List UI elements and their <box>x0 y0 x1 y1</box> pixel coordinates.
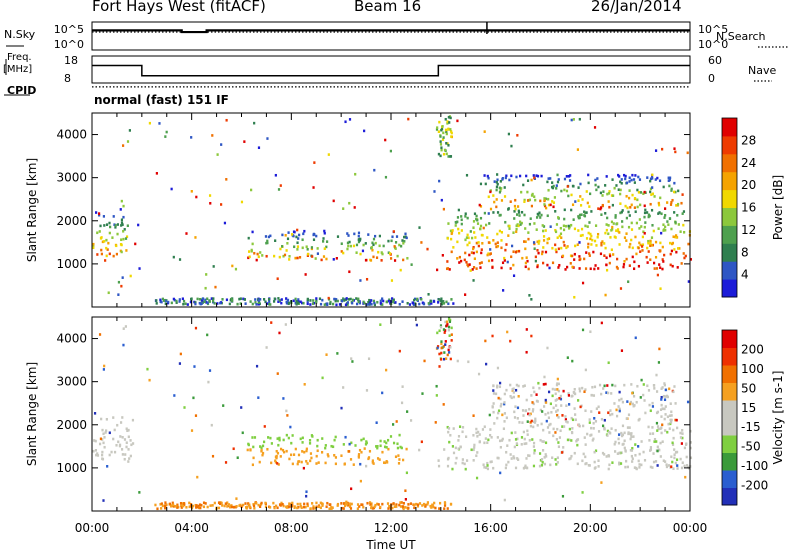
power-colorbar-tick: 24 <box>741 156 756 170</box>
velocity-background <box>92 317 690 511</box>
time-tick-label: 08:00 <box>274 521 309 535</box>
time-tick-label: 00:00 <box>75 521 110 535</box>
velocity-ylabel: Slant Range [km] <box>25 362 39 466</box>
noise-ytick-right: 10^0 <box>698 38 728 51</box>
velocity-colorbar-label: Velocity [m s-1] <box>771 371 785 465</box>
station-title: Fort Hays West (fitACF) <box>92 0 266 15</box>
noise-ytick-right: 10^5 <box>698 23 728 36</box>
velocity-colorbar-swatch <box>722 400 737 418</box>
power-background <box>92 113 690 307</box>
power-colorbar-swatch <box>722 118 737 137</box>
noise-panel-frame <box>91 21 691 51</box>
power-colorbar-swatch <box>722 207 737 226</box>
time-tick-label: 20:00 <box>573 521 608 535</box>
beam-title: Beam 16 <box>354 0 422 15</box>
time-tick-label: 00:00 <box>673 521 708 535</box>
velocity-colorbar-tick: -100 <box>741 459 768 473</box>
power-colorbar-frame <box>721 117 738 298</box>
velocity-ytick-label: 2000 <box>56 418 87 432</box>
time-tick-label: 12:00 <box>374 521 409 535</box>
velocity-ytick-label: 1000 <box>56 461 87 475</box>
velocity-colorbar-swatch <box>722 452 737 471</box>
time-tick-label: 16:00 <box>473 521 508 535</box>
power-colorbar-label: Power [dB] <box>771 175 785 240</box>
velocity-ytick-label: 3000 <box>56 375 87 389</box>
velocity-colorbar-tick: 100 <box>741 362 764 376</box>
power-scatter-cells <box>92 115 693 307</box>
velocity-ytick-label: 4000 <box>56 332 87 346</box>
freq-label: Freq. <box>7 52 32 63</box>
power-ytick-label: 3000 <box>56 171 87 185</box>
velocity-colorbar-swatch <box>722 382 737 401</box>
power-colorbar-swatch <box>722 153 737 173</box>
nsky-label: N.Sky <box>4 28 36 41</box>
time-axis-label: Time UT <box>365 538 416 552</box>
nave-label: Nave <box>748 64 777 77</box>
power-colorbar-swatch <box>722 261 737 280</box>
power-colorbar-swatch <box>722 135 737 155</box>
velocity-colorbar-swatch <box>722 347 737 366</box>
velocity-colorbar-swatch <box>722 470 737 488</box>
velocity-colorbar-swatch <box>722 435 737 453</box>
power-colorbar-tick: 8 <box>741 245 749 259</box>
freq-ytick-right: 0 <box>708 72 715 85</box>
freq-ytick-right: 60 <box>708 54 722 67</box>
freq-panel-frame <box>91 55 691 84</box>
date-title: 26/Jan/2014 <box>591 0 682 15</box>
cpid-label: CPID <box>7 84 37 97</box>
velocity-colorbar-tick: -50 <box>741 440 761 454</box>
velocity-colorbar-swatch <box>722 487 737 506</box>
power-colorbar-tick: 20 <box>741 178 756 192</box>
power-colorbar-tick: 4 <box>741 268 749 282</box>
velocity-colorbar-tick: -15 <box>741 420 761 434</box>
noise-ytick-left: 10^0 <box>54 38 84 51</box>
power-ytick-label: 1000 <box>56 257 87 271</box>
velocity-scatter-cells <box>92 317 693 511</box>
freq-ytick-left: 8 <box>64 72 71 85</box>
freq-series <box>92 64 690 77</box>
nsearch-label: N.Search <box>716 30 766 43</box>
freq-ytick-left: 18 <box>64 54 78 67</box>
velocity-colorbar-swatch <box>722 365 737 383</box>
power-colorbar-swatch <box>722 225 737 244</box>
velocity-colorbar-frame <box>721 329 738 506</box>
power-colorbar-swatch <box>722 243 737 262</box>
power-colorbar-swatch <box>722 279 737 298</box>
velocity-colorbar-swatch <box>722 330 737 348</box>
power-colorbar-swatch <box>722 171 737 191</box>
velocity-colorbar-tick: 200 <box>741 342 764 356</box>
velocity-colorbar-swatch <box>722 417 737 436</box>
power-colorbar-tick: 28 <box>741 133 756 147</box>
time-tick-label: 04:00 <box>174 521 209 535</box>
cpid-value: normal (fast) 151 IF <box>94 93 229 107</box>
velocity-colorbar-tick: 15 <box>741 401 756 415</box>
velocity-colorbar-tick: 50 <box>741 381 756 395</box>
power-colorbar-tick: 12 <box>741 223 756 237</box>
power-colorbar-swatch <box>722 189 737 208</box>
power-ylabel: Slant Range [km] <box>25 158 39 262</box>
freq-unit-label: [MHz] <box>3 64 33 75</box>
velocity-colorbar-tick: -200 <box>741 479 768 493</box>
noise-ytick-left: 10^5 <box>54 23 84 36</box>
power-ytick-label: 2000 <box>56 214 87 228</box>
power-colorbar-tick: 16 <box>741 201 756 215</box>
power-ytick-label: 4000 <box>56 128 87 142</box>
